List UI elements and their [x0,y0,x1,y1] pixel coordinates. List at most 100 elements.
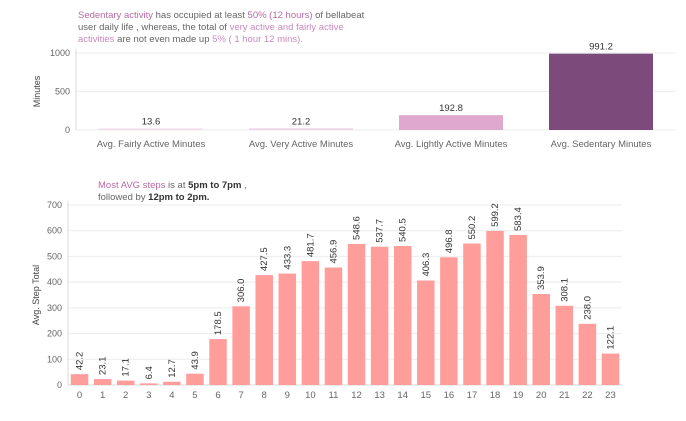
y-tick-label: 200 [47,329,62,339]
annot-5pm-7pm: 5pm to 7pm [188,180,242,191]
bar [347,243,366,385]
data-label: 17.1 [121,358,132,377]
y-axis-title: Minutes [32,75,42,107]
category-label: Avg. Very Active Minutes [249,139,354,150]
hour-label: 15 [421,390,432,401]
bar [549,53,653,131]
hour-label: 23 [605,390,616,401]
bar [555,305,574,385]
data-label: 406.3 [421,253,432,277]
bar [186,373,204,385]
bar [232,306,250,385]
annot-text: of bellabeat user daily life , whereas, … [78,10,365,33]
hour-label: 8 [262,390,267,401]
y-tick-label: 100 [47,354,62,364]
annot-five-percent: 5% ( 1 hour 12 mins). [212,34,303,45]
annot-text: has occupied at least [152,10,248,21]
bar [70,374,89,385]
hour-label: 3 [146,390,151,401]
hour-label: 19 [513,390,524,401]
annot-sedentary-activity: Sedentary activity [78,10,153,21]
y-tick-label: 400 [47,277,62,287]
hour-label: 21 [559,390,570,401]
annot-text: is at [165,180,189,191]
annot-12pm-2pm: 12pm to 2pm. [148,192,210,203]
data-label: 456.9 [328,240,339,264]
hour-label: 6 [215,390,220,401]
data-label: 192.8 [439,103,463,114]
y-tick-label: 500 [55,87,70,97]
data-label: 496.8 [444,229,455,253]
y-axis-title: Avg. Step Total [31,265,41,325]
y-tick-label: 600 [47,226,62,236]
bar [509,234,527,385]
bar [440,257,458,385]
bar [532,293,550,385]
bar [301,261,320,385]
hour-label: 12 [351,390,362,401]
bar [393,246,412,385]
data-label: 6.4 [144,366,155,379]
bar [486,230,504,385]
hour-label: 20 [536,390,547,401]
data-label: 21.2 [292,116,311,127]
bar [417,280,435,385]
data-label: 599.2 [490,203,501,227]
hour-label: 14 [397,390,408,401]
hour-label: 5 [192,390,197,401]
data-label: 122.1 [605,326,616,350]
y-tick-label: 500 [47,251,62,261]
data-label: 548.6 [352,216,363,240]
annot-text: are not even made up [114,34,213,45]
hour-label: 0 [77,390,82,401]
bar [209,339,227,385]
data-label: 12.7 [167,359,178,378]
hour-label: 7 [238,390,243,401]
bar [163,381,181,385]
bar [140,383,158,385]
bottom-annotation: Most AVG steps is at 5pm to 7pm , followe… [98,180,328,204]
hour-label: 18 [490,390,501,401]
data-label: 13.6 [142,117,161,128]
annot-fifty-percent: 50% (12 hours) [247,10,313,21]
y-tick-label: 300 [47,303,62,313]
bar [249,128,353,130]
category-label: Avg. Fairly Active Minutes [97,139,206,150]
category-label: Avg. Sedentary Minutes [551,139,652,150]
data-label: 42.2 [75,352,86,371]
data-label: 537.7 [375,219,386,243]
data-label: 238.0 [582,296,593,320]
bar [255,275,273,385]
data-label: 427.5 [259,247,270,271]
hour-label: 16 [444,390,455,401]
data-label: 481.7 [305,233,316,257]
bar [324,267,343,385]
annot-most-avg-steps: Most AVG steps [98,180,166,191]
bar [116,380,135,385]
hour-label: 17 [467,390,478,401]
hour-label: 11 [329,390,339,401]
data-label: 353.9 [536,266,547,290]
hour-label: 9 [285,390,290,401]
hour-label: 10 [305,390,316,401]
hour-label: 2 [123,390,128,401]
hour-label: 13 [374,390,385,401]
data-label: 991.2 [589,42,613,53]
data-label: 23.1 [98,357,109,376]
category-label: Avg. Lightly Active Minutes [395,139,508,150]
data-label: 540.5 [398,218,409,242]
data-label: 308.1 [559,278,570,302]
y-tick-label: 700 [47,200,62,210]
hour-label: 1 [100,390,105,401]
y-tick-label: 1000 [50,48,70,58]
hour-label: 4 [169,390,174,401]
bar [99,128,203,130]
annot-text: followed by [98,192,149,203]
bar [278,273,297,385]
data-label: 43.9 [190,351,201,370]
bar [601,353,620,385]
data-label: 550.2 [467,216,478,240]
bar [93,379,112,385]
